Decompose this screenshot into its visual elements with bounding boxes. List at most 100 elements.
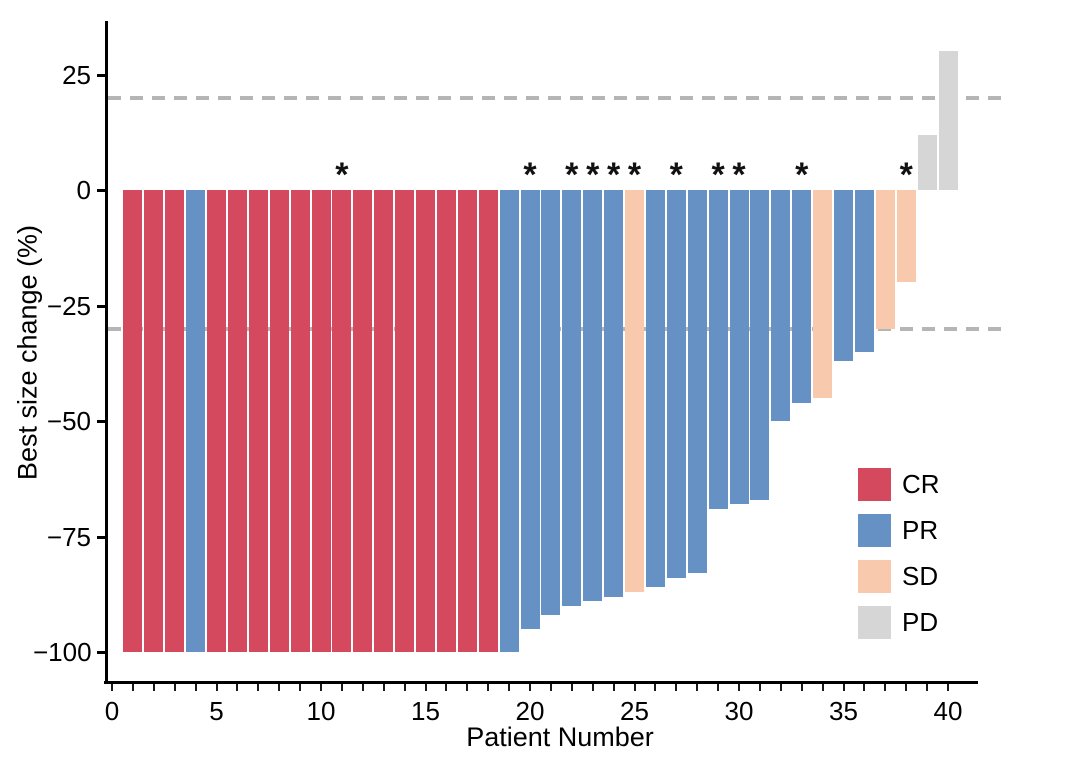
- bar-patient-6: [227, 190, 247, 652]
- star-annotation-patient-20: *: [523, 156, 537, 194]
- bar-patient-37: [875, 190, 895, 329]
- bar-patient-28: [687, 190, 707, 574]
- bar-patient-12: [353, 190, 373, 652]
- reference-line: [108, 95, 1006, 100]
- bar-patient-20: [520, 190, 540, 629]
- x-tick: [947, 684, 949, 691]
- bar-patient-7: [248, 190, 268, 652]
- x-tick: [842, 684, 845, 691]
- x-tick: [549, 684, 552, 691]
- y-tick: [97, 420, 106, 423]
- star-annotation-patient-22: *: [565, 156, 579, 194]
- bar-patient-11: [332, 190, 352, 652]
- bar-patient-19: [499, 190, 519, 652]
- x-tick: [570, 684, 573, 691]
- x-tick: [173, 684, 176, 691]
- y-tick: [97, 535, 106, 539]
- legend-label-cr: CR: [902, 469, 940, 499]
- bar-patient-8: [269, 190, 289, 652]
- legend-label-pr: PR: [902, 515, 939, 545]
- x-tick: [340, 684, 343, 691]
- star-annotation-patient-29: *: [711, 156, 725, 194]
- bar-patient-9: [290, 190, 310, 652]
- x-tick: [111, 684, 113, 691]
- x-tick: [696, 684, 699, 691]
- x-tick: [633, 684, 636, 691]
- x-tick: [424, 684, 427, 691]
- bar-patient-16: [436, 190, 456, 652]
- x-tick: [403, 684, 406, 691]
- bar-patient-3: [165, 190, 185, 652]
- y-tick-label: 25: [62, 59, 91, 90]
- x-tick: [779, 684, 782, 691]
- x-tick: [821, 684, 824, 691]
- x-tick-label: 5: [209, 696, 224, 726]
- bar-patient-21: [541, 190, 561, 616]
- x-tick: [654, 684, 657, 691]
- legend-swatch-sd: [858, 560, 891, 593]
- bar-patient-36: [854, 190, 874, 352]
- bar-patient-23: [583, 190, 603, 602]
- bar-patient-17: [457, 190, 477, 652]
- x-tick: [675, 684, 678, 691]
- x-tick-label: 30: [724, 696, 754, 726]
- legend-swatch-cr: [858, 468, 891, 501]
- bar-patient-14: [395, 190, 415, 652]
- y-tick-label: −25: [46, 290, 91, 321]
- x-axis-title: Patient Number: [466, 722, 654, 752]
- bar-patient-38: [896, 190, 916, 283]
- x-tick: [194, 684, 197, 691]
- bar-patient-26: [645, 190, 665, 588]
- x-tick: [758, 684, 761, 691]
- x-tick: [884, 684, 887, 691]
- x-tick: [926, 684, 929, 691]
- x-tick: [508, 684, 511, 691]
- star-annotation-patient-24: *: [606, 156, 621, 194]
- x-tick: [487, 684, 490, 691]
- x-tick: [278, 684, 281, 691]
- x-tick: [863, 684, 866, 691]
- bar-patient-2: [144, 190, 164, 652]
- x-tick-label: 40: [933, 696, 963, 726]
- star-annotation-patient-27: *: [669, 156, 683, 194]
- legend-label-sd: SD: [902, 561, 939, 591]
- x-tick: [612, 684, 615, 691]
- y-tick-label: −75: [46, 521, 91, 552]
- bar-patient-31: [750, 190, 770, 500]
- bar-patient-24: [604, 190, 624, 597]
- star-annotation-patient-38: *: [899, 156, 913, 194]
- x-tick-label: 25: [620, 696, 649, 726]
- bar-patient-40: [938, 51, 958, 190]
- x-tick: [800, 684, 803, 691]
- y-axis-title: Best size change (%): [12, 224, 43, 481]
- bar-patient-27: [666, 190, 686, 579]
- bar-patient-5: [207, 190, 226, 652]
- bar-patient-25: [625, 190, 644, 592]
- bar-patient-39: [917, 134, 937, 190]
- y-tick-label: −100: [33, 637, 92, 667]
- legend-label-pd: PD: [902, 607, 939, 637]
- bar-patient-1: [123, 190, 143, 652]
- x-tick: [215, 684, 218, 691]
- x-tick: [299, 684, 302, 691]
- x-tick-label: 0: [104, 696, 120, 726]
- x-tick: [320, 684, 322, 691]
- bar-patient-35: [834, 190, 853, 361]
- bar-patient-32: [771, 190, 791, 421]
- x-tick: [529, 684, 531, 691]
- legend-swatch-pr: [858, 514, 891, 547]
- star-annotation-patient-25: *: [627, 156, 642, 194]
- bar-patient-4: [186, 190, 206, 652]
- x-tick: [361, 684, 364, 691]
- bar-patient-29: [708, 190, 728, 509]
- x-tick: [236, 684, 239, 691]
- star-annotation-patient-33: *: [795, 156, 809, 194]
- x-tick: [382, 684, 385, 691]
- bar-patient-22: [562, 190, 582, 606]
- x-tick: [257, 684, 260, 691]
- bar-patient-33: [792, 190, 812, 403]
- bar-patient-30: [729, 190, 749, 505]
- x-axis-line: [104, 681, 978, 684]
- star-annotation-patient-23: *: [586, 156, 600, 194]
